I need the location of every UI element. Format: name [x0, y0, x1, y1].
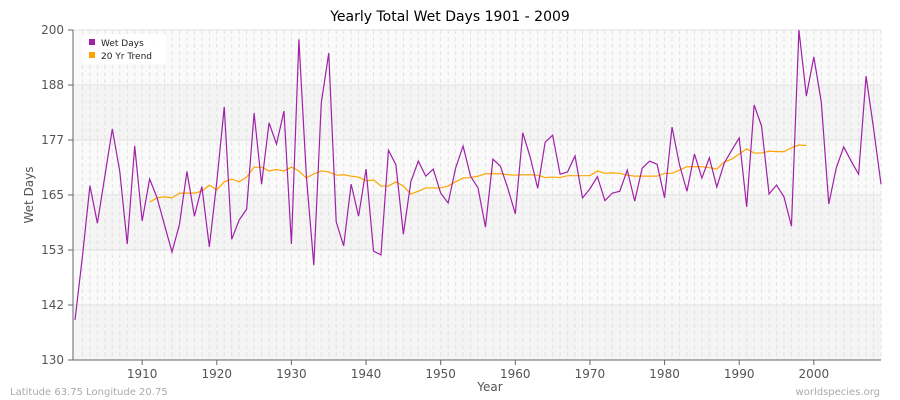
credit-caption: worldspecies.org	[796, 387, 880, 398]
y-tick-label: 200	[41, 23, 64, 37]
x-tick-label: 1960	[500, 367, 531, 381]
y-tick-label: 130	[41, 353, 64, 367]
y-tick-label: 142	[41, 298, 64, 312]
y-tick-label: 153	[41, 243, 64, 257]
x-tick-label: 1920	[202, 367, 233, 381]
x-tick-label: 1990	[724, 367, 755, 381]
x-tick-label: 1910	[127, 367, 158, 381]
x-tick-label: 1930	[276, 367, 307, 381]
x-tick-label: 1950	[425, 367, 456, 381]
chart-title: Yearly Total Wet Days 1901 - 2009	[329, 9, 570, 25]
legend: Wet Days 20 Yr Trend	[82, 34, 166, 64]
legend-label-trend: 20 Yr Trend	[101, 52, 152, 62]
x-tick-label: 1970	[575, 367, 606, 381]
y-tick-label: 188	[41, 78, 64, 92]
y-tick-label: 177	[41, 133, 64, 147]
x-tick-label: 1980	[649, 367, 680, 381]
x-axis-label: Year	[476, 380, 502, 394]
legend-swatch-trend	[89, 52, 95, 58]
y-axis-label: Wet Days	[22, 166, 36, 223]
x-tick-label: 1940	[351, 367, 382, 381]
location-caption: Latitude 63.75 Longitude 20.75	[10, 387, 168, 398]
legend-label-wet-days: Wet Days	[101, 39, 144, 49]
x-tick-label: 2000	[799, 367, 830, 381]
y-tick-label: 165	[41, 188, 64, 202]
legend-swatch-wet-days	[89, 39, 95, 45]
